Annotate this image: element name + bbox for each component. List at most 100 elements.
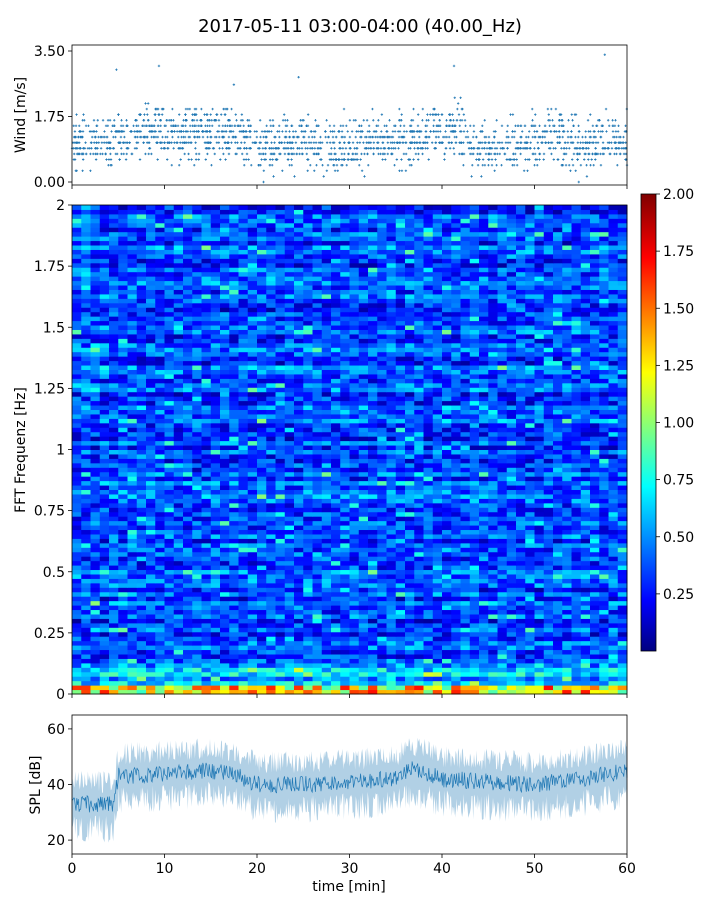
spectrogram-cell xyxy=(358,653,369,659)
spectrogram-cell xyxy=(340,560,350,566)
spectrogram-cell xyxy=(109,618,119,624)
spectrogram-cell xyxy=(127,565,138,571)
wind-point xyxy=(369,147,373,150)
spectrogram-cell xyxy=(571,676,582,682)
spectrogram-cell xyxy=(238,520,249,526)
spectrogram-cell xyxy=(238,573,249,579)
spectrogram-cell xyxy=(81,662,91,668)
spectrogram-cell xyxy=(590,676,600,682)
spectrogram-cell xyxy=(294,680,304,686)
wind-point xyxy=(615,135,618,139)
spectrogram-cell xyxy=(386,676,397,682)
spectrogram-cell xyxy=(617,480,628,486)
spectrogram-cell xyxy=(312,533,323,539)
spectrogram-cell xyxy=(562,649,572,655)
spectrogram-cell xyxy=(118,485,128,491)
spectrogram-cell xyxy=(386,658,397,664)
spectrogram-cell xyxy=(173,476,184,482)
spectrogram-cell xyxy=(460,507,471,513)
spectrogram-cell xyxy=(525,520,535,526)
wind-point xyxy=(204,158,207,161)
spectrogram-cell xyxy=(229,587,239,593)
spectrogram-cell xyxy=(238,529,249,535)
spectrogram-cell xyxy=(590,658,600,664)
spectrogram-cell xyxy=(479,516,489,522)
wind-point xyxy=(437,135,440,139)
spectrogram-cell xyxy=(442,462,452,468)
spectrogram-cell xyxy=(562,533,572,539)
spectrogram-cell xyxy=(423,685,434,691)
wind-point xyxy=(154,119,157,122)
spectrogram-cell xyxy=(275,622,286,628)
spectrogram-cell xyxy=(553,525,563,531)
spectrogram-cell xyxy=(571,667,582,673)
spectrogram-cell xyxy=(506,653,517,659)
spectrogram-cell xyxy=(617,493,628,499)
spectrogram-cell xyxy=(183,556,193,562)
spectrogram-cell xyxy=(358,573,369,579)
spectrogram-cell xyxy=(488,613,498,619)
spectrogram-cell xyxy=(580,636,591,642)
spectrogram-cell xyxy=(405,462,415,468)
wind-point xyxy=(109,141,112,144)
spectrogram-cell xyxy=(349,591,360,597)
spectrogram-cell xyxy=(90,680,101,686)
wind-point xyxy=(336,169,339,172)
spectrogram-cell xyxy=(516,485,526,491)
wind-point xyxy=(74,124,78,128)
spectrogram-cell xyxy=(506,649,517,655)
spectrogram-cell xyxy=(395,662,406,668)
spectrogram-cell xyxy=(414,569,424,575)
spectrogram-cell xyxy=(275,658,286,664)
spectrogram-cell xyxy=(173,467,184,473)
wind-point xyxy=(355,130,358,133)
spectrogram-cell xyxy=(432,600,443,606)
spectrogram-cell xyxy=(599,600,609,606)
wind-point xyxy=(448,147,452,150)
wind-point xyxy=(470,152,474,156)
spectrogram-cell xyxy=(312,551,323,557)
spectrogram-cell xyxy=(173,685,184,691)
spectrogram-cell xyxy=(294,662,304,668)
spectrogram-cell xyxy=(284,618,295,624)
spectrogram-cell xyxy=(284,649,295,655)
spectrogram-cell xyxy=(192,520,202,526)
spectrogram-cell xyxy=(81,565,91,571)
wind-point xyxy=(306,147,309,150)
wind-point xyxy=(176,141,179,144)
spectrogram-cell xyxy=(553,489,563,495)
spectrogram-cell xyxy=(525,600,535,606)
spectrogram-cell xyxy=(136,565,147,571)
spectrogram-cell xyxy=(173,605,184,611)
wind-point xyxy=(321,163,324,167)
spectrogram-cell xyxy=(183,516,193,522)
spectrogram-cell xyxy=(201,596,212,602)
spectrogram-cell xyxy=(164,516,175,522)
spectrogram-cell xyxy=(553,498,563,504)
spectrogram-cell xyxy=(562,529,572,535)
spectrogram-cell xyxy=(368,498,378,504)
spectrogram-cell xyxy=(220,547,230,553)
spectrogram-cell xyxy=(164,533,175,539)
spectrogram-cell xyxy=(460,667,471,673)
wind-point xyxy=(173,130,176,133)
spectrogram-cell xyxy=(414,667,424,673)
spectrogram-cell xyxy=(562,676,572,682)
spectrogram-cell xyxy=(442,529,452,535)
spectrogram-cell xyxy=(516,622,526,628)
wind-point xyxy=(88,130,92,133)
spectrogram-cell xyxy=(608,569,619,575)
spectrogram-cell xyxy=(395,636,406,642)
spectrogram-cell xyxy=(275,520,286,526)
spectrogram-cell xyxy=(479,645,489,651)
spectrogram-cell xyxy=(432,582,443,588)
spectrogram-cell xyxy=(136,547,147,553)
spectrogram-cell xyxy=(90,498,101,504)
wind-point xyxy=(567,119,570,122)
spectrogram-cell xyxy=(368,511,378,517)
spectrogram-cell xyxy=(146,667,156,673)
spectrogram-cell xyxy=(608,658,619,664)
spectrogram-cell xyxy=(173,596,184,602)
spectrogram-cell xyxy=(192,542,202,548)
spectrogram-cell xyxy=(571,569,582,575)
